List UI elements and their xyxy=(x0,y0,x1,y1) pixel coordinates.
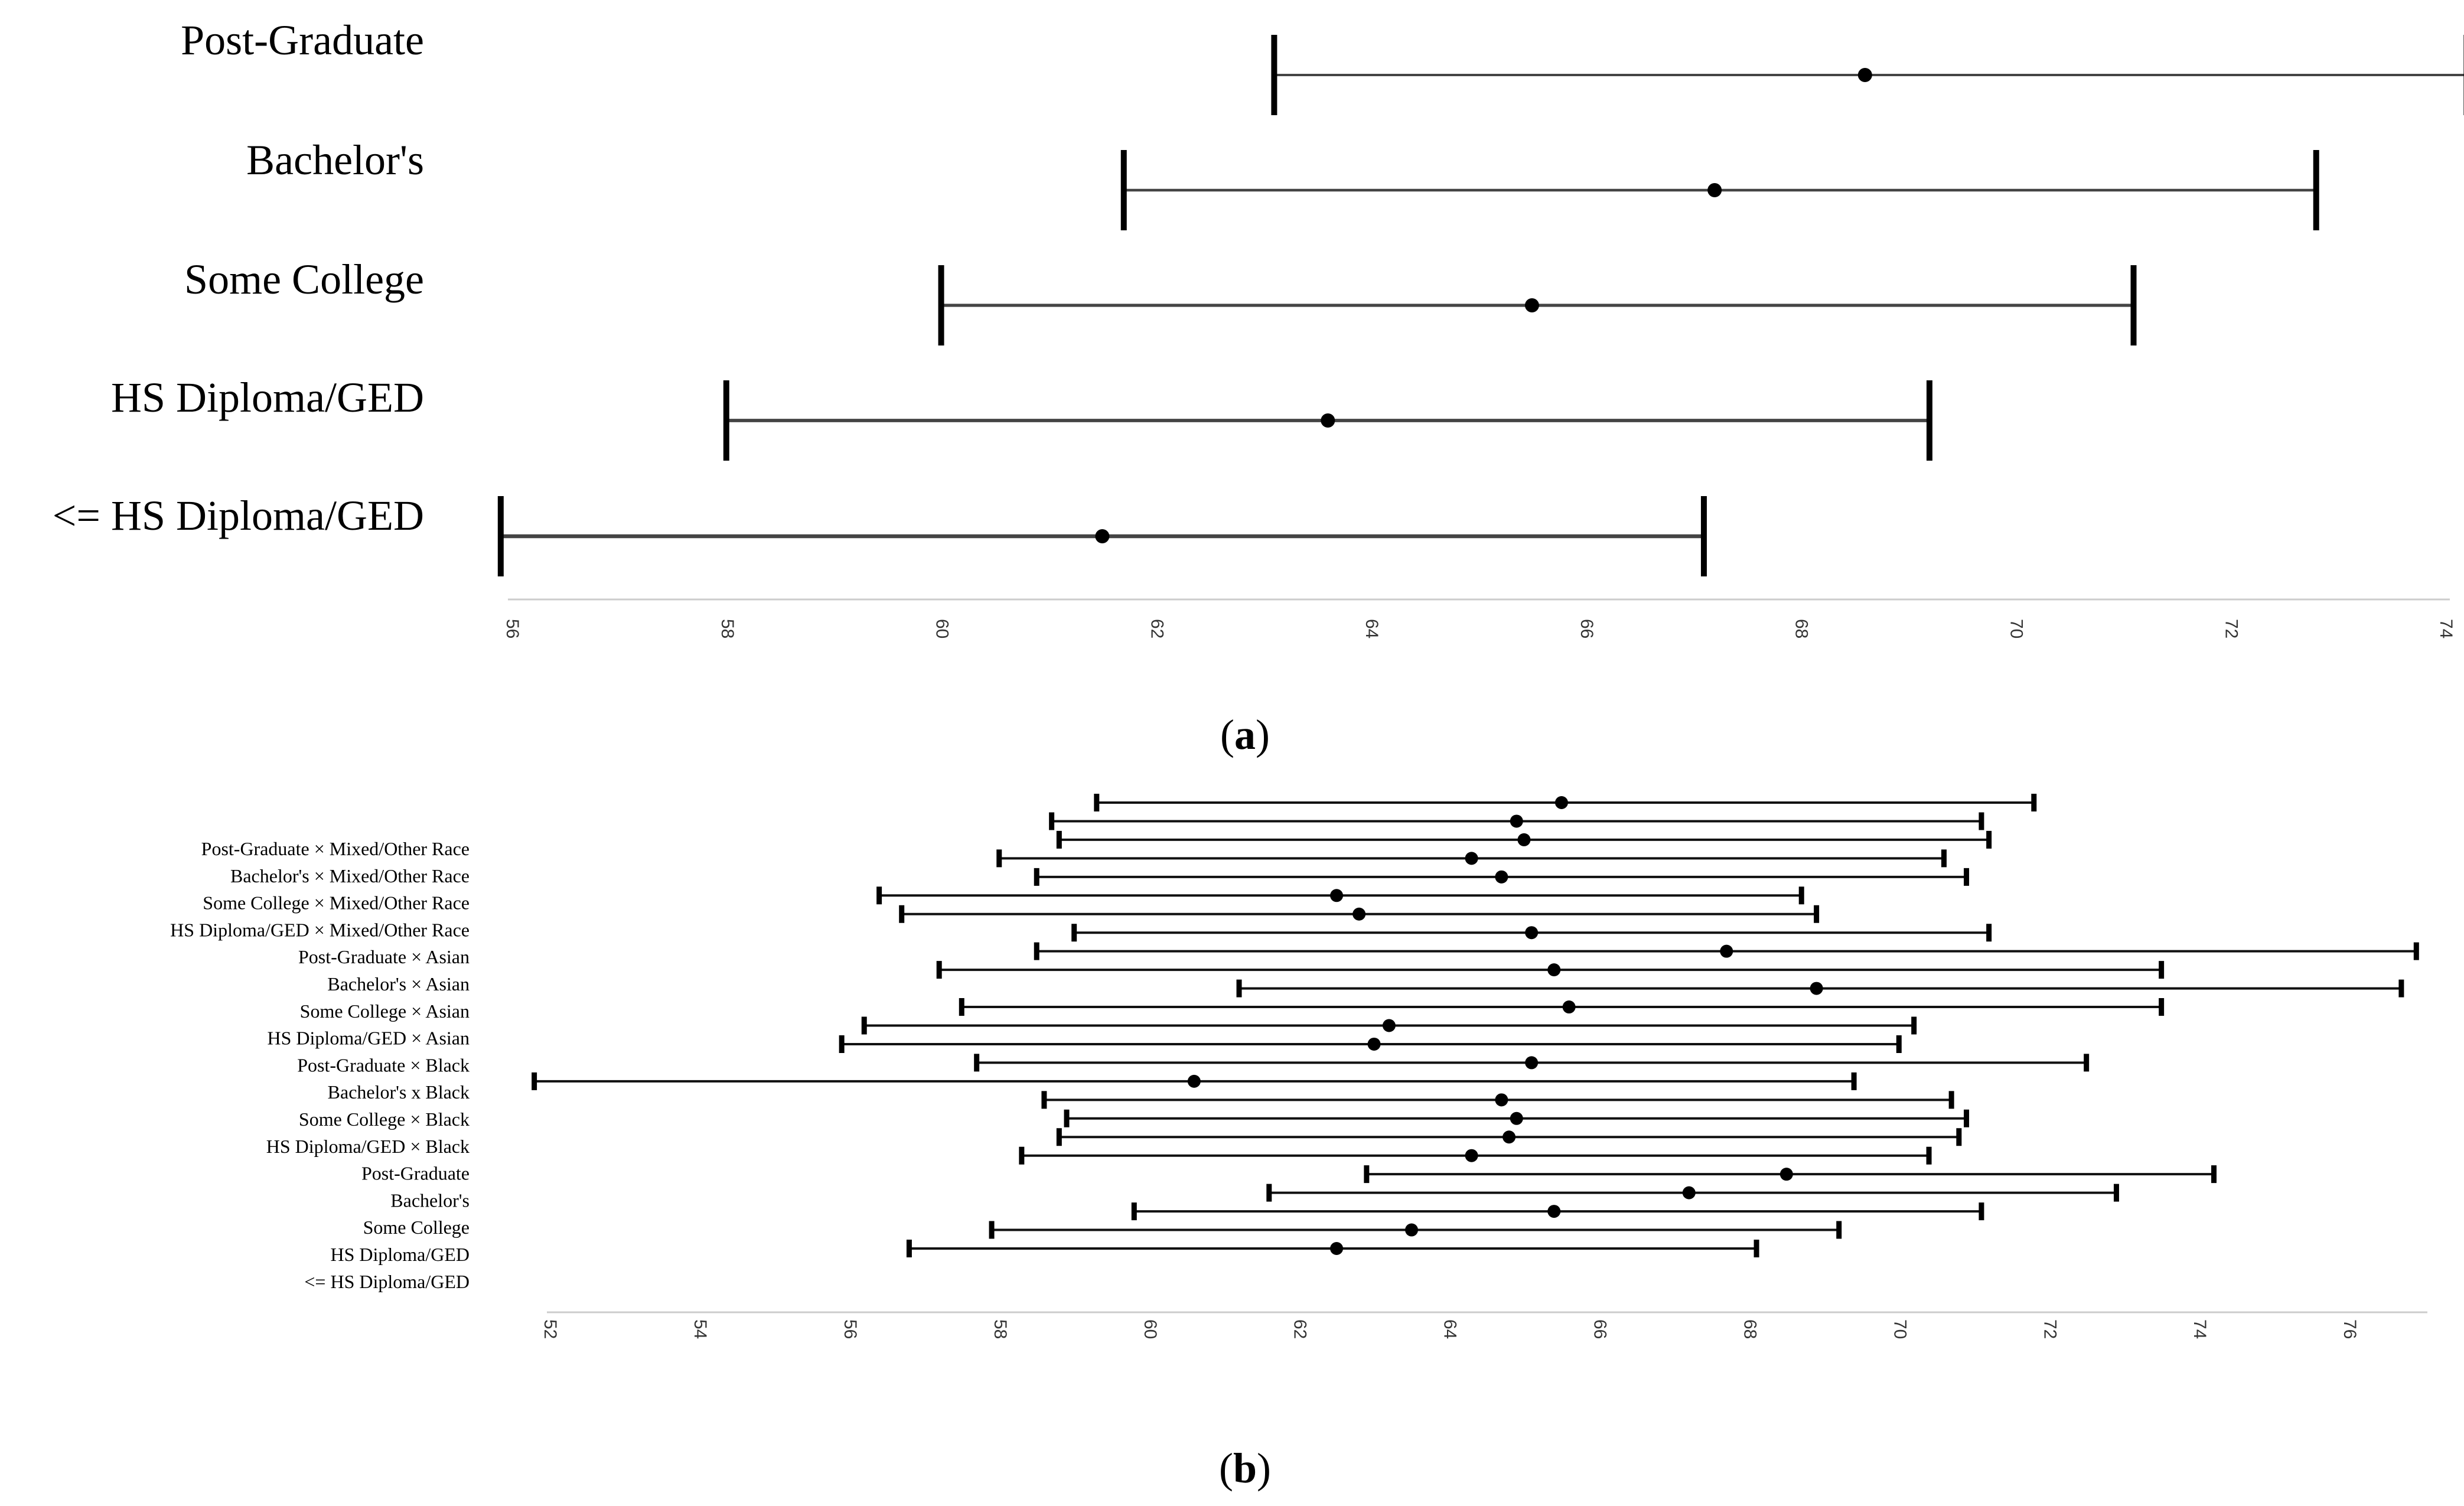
panel-b-caption: (b) xyxy=(1219,1445,1271,1492)
category-label: HS Diploma/GED × Asian xyxy=(268,1028,470,1049)
category-label: Some College × Black xyxy=(299,1109,470,1130)
category-label: Some College × Asian xyxy=(300,1000,470,1022)
category-label: <= HS Diploma/GED xyxy=(53,492,424,539)
estimate-point xyxy=(1465,1149,1478,1162)
x-tick-label: 58 xyxy=(718,619,737,638)
x-tick-label: 58 xyxy=(990,1319,1010,1339)
estimate-point xyxy=(1554,796,1568,809)
estimate-point xyxy=(1367,1037,1381,1051)
estimate-point xyxy=(1495,1093,1508,1107)
category-label: HS Diploma/GED × Black xyxy=(266,1136,470,1157)
estimate-point xyxy=(1095,529,1110,543)
x-tick-label: 76 xyxy=(2340,1319,2359,1339)
x-tick-label: 70 xyxy=(1890,1319,1909,1339)
category-label: Post-Graduate xyxy=(361,1163,470,1184)
x-tick-label: 70 xyxy=(2007,619,2026,638)
estimate-point xyxy=(1510,814,1523,828)
estimate-point xyxy=(1405,1223,1419,1237)
estimate-point xyxy=(1330,1242,1344,1255)
x-tick-label: 60 xyxy=(933,619,952,638)
x-tick-label: 68 xyxy=(1792,619,1811,638)
estimate-point xyxy=(1352,907,1366,921)
category-label: Post-Graduate × Mixed/Other Race xyxy=(201,838,470,859)
estimate-point xyxy=(1547,1205,1561,1218)
category-label: Bachelor's × Asian xyxy=(327,973,470,995)
estimate-point xyxy=(1187,1074,1201,1088)
category-label: Bachelor's x Black xyxy=(328,1081,470,1103)
panel-b: Post-Graduate × Mixed/Other Race Bachelor… xyxy=(170,794,2427,1339)
category-label: Bachelor's xyxy=(390,1189,470,1211)
x-tick-label: 66 xyxy=(1590,1319,1610,1339)
category-label: Bachelor's xyxy=(246,136,424,184)
estimate-point xyxy=(1682,1186,1696,1199)
category-label: <= HS Diploma/GED xyxy=(304,1271,470,1292)
estimate-point xyxy=(1502,1130,1516,1144)
estimate-point xyxy=(1321,413,1335,428)
x-tick-label: 74 xyxy=(2436,619,2456,638)
estimate-point xyxy=(1495,870,1508,884)
estimate-point xyxy=(1720,944,1733,958)
category-label: Some College xyxy=(184,256,424,303)
x-tick-label: 52 xyxy=(540,1319,560,1339)
x-tick-label: 72 xyxy=(2040,1319,2059,1339)
estimate-point xyxy=(1525,926,1539,940)
estimate-point xyxy=(1857,68,1872,82)
estimate-point xyxy=(1779,1168,1793,1181)
estimate-point xyxy=(1465,852,1478,865)
x-tick-label: 56 xyxy=(503,619,522,638)
category-label: Bachelor's × Mixed/Other Race xyxy=(230,865,470,886)
category-label: Post-Graduate xyxy=(181,17,424,64)
panel-a: Post-Graduate Bachelor's Some College HS Di… xyxy=(53,17,2464,638)
x-tick-label: 56 xyxy=(840,1319,860,1339)
estimate-point xyxy=(1517,833,1531,846)
x-tick-label: 64 xyxy=(1362,619,1381,638)
category-label: HS Diploma/GED xyxy=(111,374,424,421)
estimate-point xyxy=(1707,183,1722,197)
x-tick-label: 64 xyxy=(1440,1319,1460,1339)
x-tick-label: 66 xyxy=(1577,619,1596,638)
estimate-point xyxy=(1330,889,1344,902)
estimate-point xyxy=(1524,298,1539,312)
estimate-point xyxy=(1510,1111,1523,1125)
estimate-point xyxy=(1525,1056,1539,1070)
category-label: Post-Graduate × Black xyxy=(297,1054,470,1075)
estimate-point xyxy=(1562,1000,1576,1014)
category-label: HS Diploma/GED × Mixed/Other Race xyxy=(170,919,470,940)
x-tick-label: 72 xyxy=(2221,619,2241,638)
x-tick-label: 68 xyxy=(1740,1319,1759,1339)
category-label: Some College xyxy=(363,1217,470,1238)
x-tick-label: 54 xyxy=(690,1319,710,1339)
x-tick-label: 62 xyxy=(1147,619,1166,638)
x-tick-label: 60 xyxy=(1140,1319,1160,1339)
estimate-point xyxy=(1810,982,1823,995)
category-label: HS Diploma/GED xyxy=(330,1244,470,1265)
x-tick-label: 74 xyxy=(2190,1319,2209,1339)
category-label: Post-Graduate × Asian xyxy=(298,946,470,967)
estimate-point xyxy=(1382,1019,1396,1032)
panel-a-caption: (a) xyxy=(1220,711,1270,758)
estimate-point xyxy=(1547,963,1561,977)
category-label: Some College × Mixed/Other Race xyxy=(203,892,470,914)
x-tick-label: 62 xyxy=(1290,1319,1310,1339)
